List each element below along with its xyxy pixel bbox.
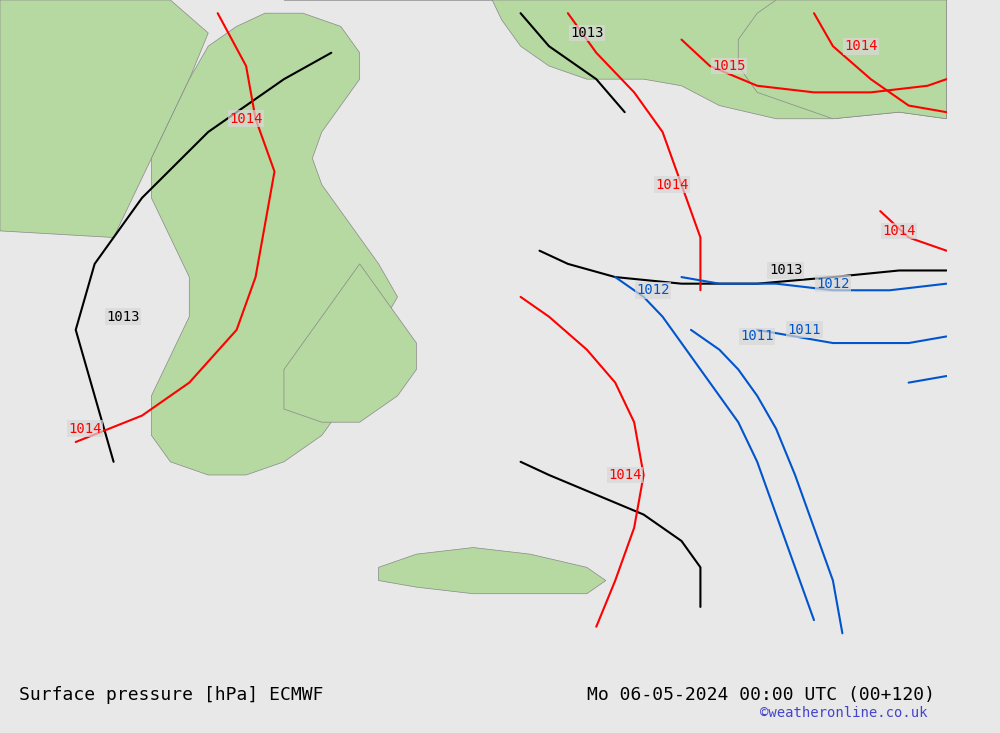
Text: 1014: 1014 bbox=[882, 224, 916, 238]
Polygon shape bbox=[151, 13, 398, 475]
Text: 1011: 1011 bbox=[740, 329, 774, 344]
Text: 1011: 1011 bbox=[788, 323, 821, 337]
Text: ©weatheronline.co.uk: ©weatheronline.co.uk bbox=[760, 706, 928, 720]
Polygon shape bbox=[379, 548, 606, 594]
Polygon shape bbox=[284, 264, 416, 422]
Text: 1012: 1012 bbox=[816, 276, 850, 291]
Polygon shape bbox=[0, 0, 208, 237]
Text: 1015: 1015 bbox=[712, 59, 746, 73]
Text: 1013: 1013 bbox=[769, 263, 802, 278]
Text: 1014: 1014 bbox=[68, 421, 102, 436]
Text: Surface pressure [hPa] ECMWF: Surface pressure [hPa] ECMWF bbox=[19, 686, 323, 704]
Polygon shape bbox=[284, 0, 946, 119]
Text: Mo 06-05-2024 00:00 UTC (00+120): Mo 06-05-2024 00:00 UTC (00+120) bbox=[587, 686, 935, 704]
Text: 1014: 1014 bbox=[608, 468, 641, 482]
Text: 1013: 1013 bbox=[106, 309, 140, 324]
Text: 1014: 1014 bbox=[845, 39, 878, 54]
Polygon shape bbox=[738, 0, 946, 119]
Text: 1012: 1012 bbox=[636, 283, 670, 298]
Text: 1013: 1013 bbox=[570, 26, 604, 40]
Text: 1014: 1014 bbox=[655, 177, 689, 192]
Text: 1014: 1014 bbox=[229, 111, 263, 126]
